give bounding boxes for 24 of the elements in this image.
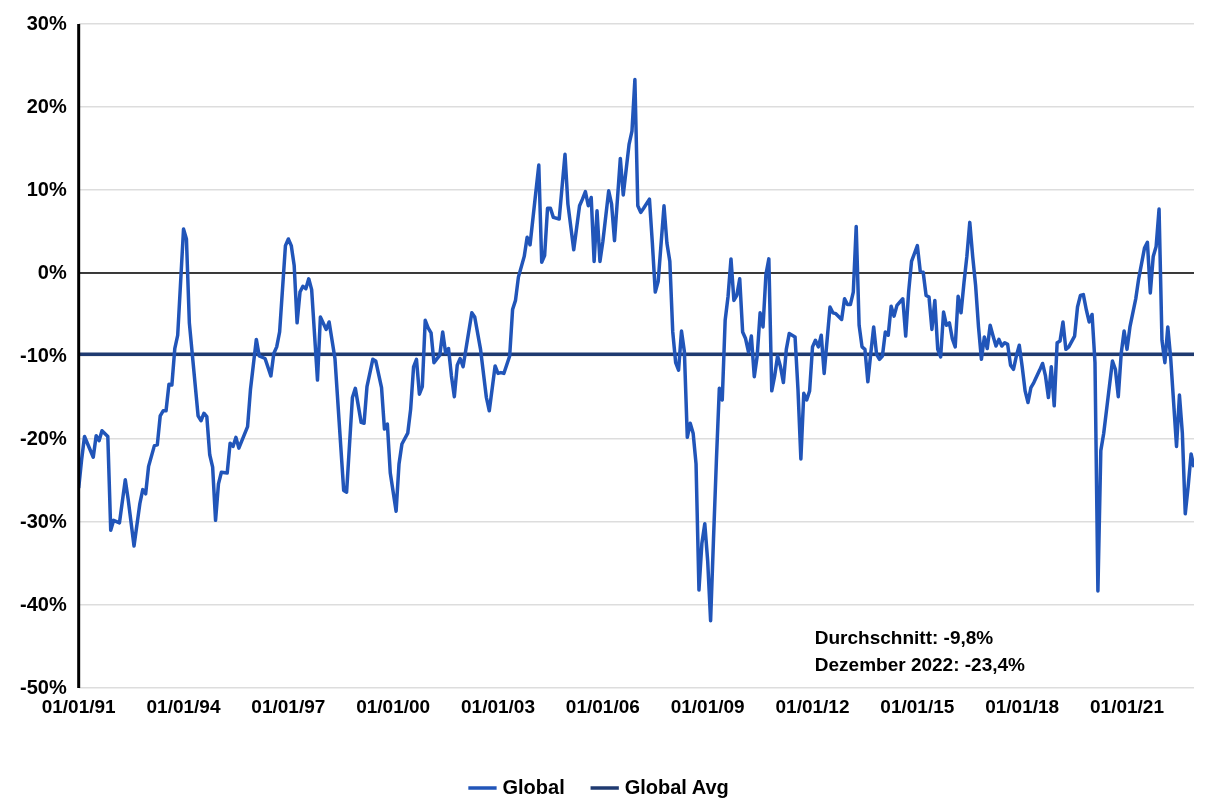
y-tick-label: 10% [26,177,67,200]
x-tick-label: 01/01/15 [880,695,955,717]
legend-label: Global [502,775,565,798]
y-tick-label: -40% [19,592,67,615]
x-tick-label: 01/01/03 [461,695,536,717]
y-tick-label: -20% [19,426,67,449]
legend-label: Global Avg [624,775,729,798]
annotation: Durchschnitt: -9,8% [814,627,994,648]
x-tick-label: 01/01/21 [1090,695,1165,717]
x-tick-label: 01/01/18 [985,695,1060,717]
x-tick-label: 01/01/00 [356,695,431,717]
y-tick-label: -30% [19,509,67,532]
y-tick-label: -50% [19,675,67,698]
x-tick-label: 01/01/06 [565,695,640,717]
x-tick-label: 01/01/97 [251,695,326,717]
y-tick-label: 20% [26,94,67,117]
x-tick-label: 01/01/09 [670,695,745,717]
y-tick-label: 0% [37,260,67,283]
y-tick-label: 30% [26,11,67,34]
x-tick-label: 01/01/91 [41,695,117,717]
annotation: Dezember 2022: -23,4% [814,654,1026,675]
y-tick-label: -10% [19,343,67,366]
x-tick-label: 01/01/12 [775,695,850,717]
x-tick-label: 01/01/94 [146,695,221,717]
